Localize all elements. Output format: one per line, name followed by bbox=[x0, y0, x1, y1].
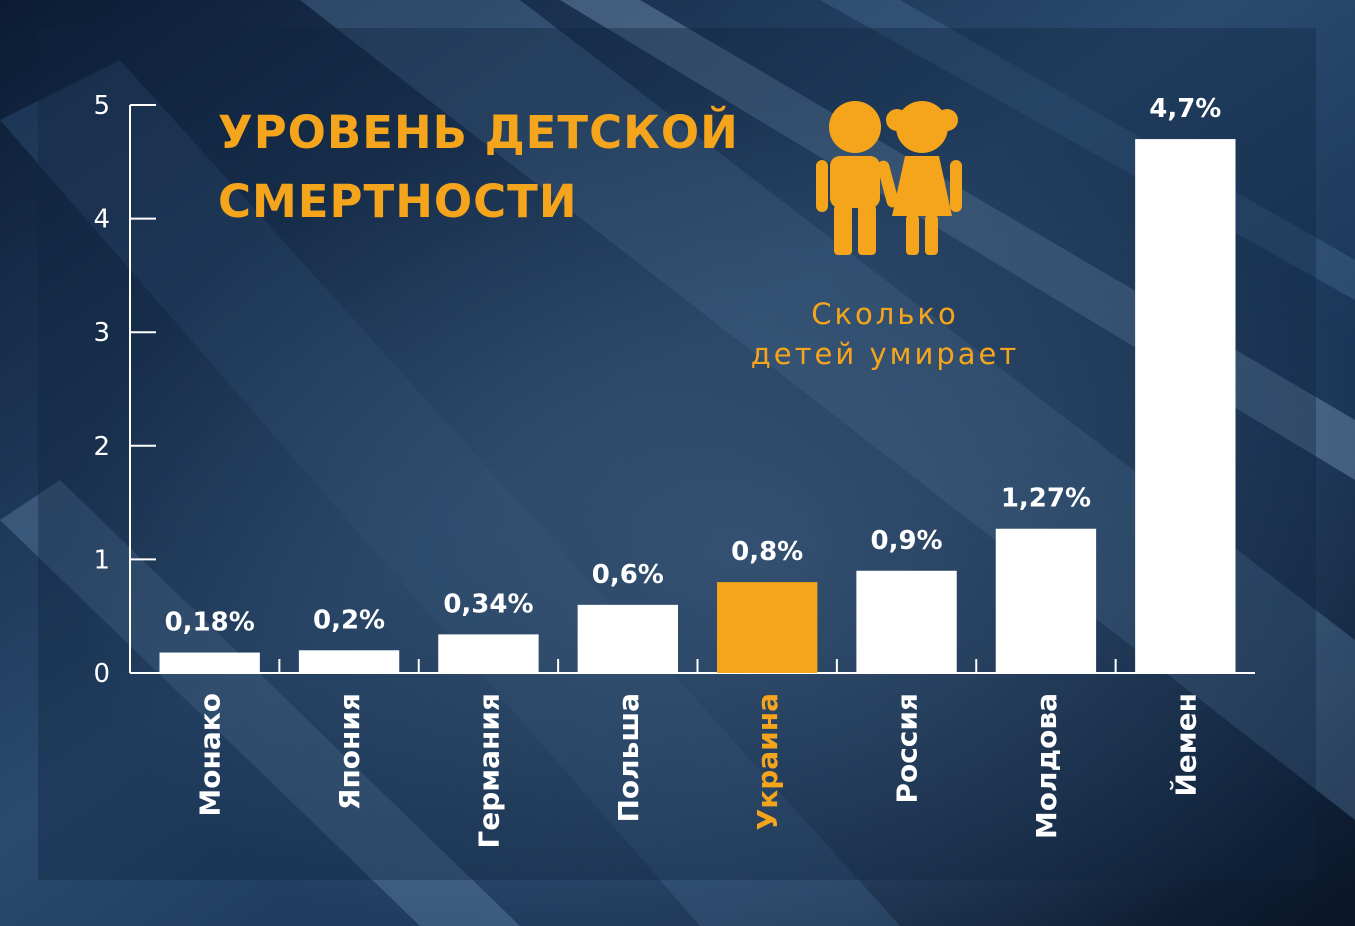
value-label-3: 0,6% bbox=[592, 560, 664, 590]
bars bbox=[159, 139, 1236, 673]
y-tick-label: 5 bbox=[93, 91, 110, 121]
chart-subtitle-line-1: Сколько bbox=[811, 297, 958, 331]
bar-0 bbox=[159, 652, 260, 673]
y-tick-label: 4 bbox=[93, 205, 110, 235]
bar-2 bbox=[438, 634, 539, 673]
value-labels: 0,18% 0,2% 0,34% 0,6% 0,8% 0,9% 1,27% 4,7% bbox=[165, 94, 1222, 637]
bar-1 bbox=[298, 650, 400, 673]
chart-title-line-1: УРОВЕНЬ ДЕТСКОЙ bbox=[218, 106, 739, 159]
y-tick-label: 2 bbox=[93, 432, 110, 462]
bar-7 bbox=[1135, 139, 1236, 673]
category-label-3: Польша bbox=[612, 693, 645, 823]
children-icon bbox=[816, 101, 962, 255]
value-label-5: 0,9% bbox=[871, 526, 943, 556]
bar-3 bbox=[577, 604, 678, 673]
category-labels: Монако Япония Германия Польша Украина Россия М… bbox=[194, 693, 1203, 849]
category-label-6: Молдова bbox=[1030, 693, 1063, 839]
value-label-1: 0,2% bbox=[313, 605, 385, 635]
category-label-5: Россия bbox=[891, 693, 924, 804]
chart-subtitle-line-2: детей умирает bbox=[751, 337, 1020, 371]
category-label-1: Япония bbox=[333, 693, 366, 810]
value-label-6: 1,27% bbox=[1001, 484, 1091, 514]
category-label-7: Йемен bbox=[1168, 693, 1202, 797]
bar-6 bbox=[995, 528, 1097, 673]
bar-4 bbox=[717, 582, 818, 673]
category-label-0: Монако bbox=[194, 693, 227, 817]
inner-panel bbox=[38, 28, 1316, 880]
category-label-4: Украина bbox=[751, 693, 784, 830]
y-tick-label: 0 bbox=[93, 659, 110, 689]
chart-title-line-2: СМЕРТНОСТИ bbox=[218, 175, 578, 228]
value-label-2: 0,34% bbox=[443, 589, 533, 619]
y-tick-label: 3 bbox=[93, 318, 110, 348]
value-label-0: 0,18% bbox=[165, 608, 255, 638]
y-ticks: 0 1 2 3 4 5 bbox=[93, 91, 156, 689]
category-label-2: Германия bbox=[472, 693, 505, 849]
y-tick-label: 1 bbox=[93, 545, 110, 575]
x-ticks bbox=[278, 659, 1117, 673]
value-label-4: 0,8% bbox=[731, 537, 803, 567]
value-label-7: 4,7% bbox=[1149, 94, 1221, 124]
bar-5 bbox=[856, 570, 957, 673]
